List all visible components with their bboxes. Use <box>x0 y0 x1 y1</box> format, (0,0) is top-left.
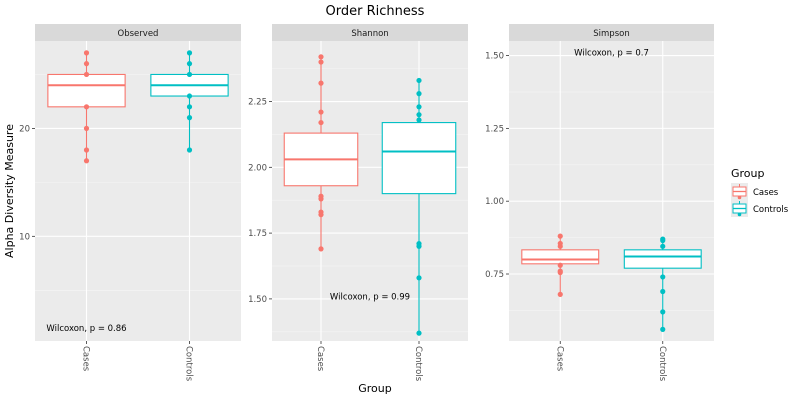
box <box>381 122 457 195</box>
data-point <box>318 196 324 202</box>
facet-panels: Observed 10 20 Cases Controls Wilcoxon, p = 0… <box>19 24 714 382</box>
facet-strip-label: Shannon <box>351 29 388 39</box>
data-point <box>660 274 666 280</box>
data-point <box>318 119 324 126</box>
data-point <box>83 50 90 56</box>
data-point <box>416 243 422 249</box>
x-tick-label: Controls <box>184 346 194 382</box>
facet-strip-label: Simpson <box>593 29 629 39</box>
y-tick-label: 2.00 <box>248 163 267 173</box>
data-point <box>416 112 422 118</box>
data-point <box>186 93 193 99</box>
data-point <box>557 269 563 276</box>
y-tick-label: 1.00 <box>485 197 504 207</box>
data-point <box>186 50 193 56</box>
y-tick-label: 10 <box>19 232 30 242</box>
data-point <box>557 262 563 268</box>
wilcoxon-annotation: Wilcoxon, p = 0.7 <box>574 49 649 59</box>
x-tick-label: Controls <box>413 346 423 382</box>
box <box>47 73 126 108</box>
x-axis-label: Group <box>358 382 392 395</box>
facet-strip <box>509 24 714 41</box>
panel-observed: Observed 10 20 Cases Controls Wilcoxon, p = 0… <box>19 24 241 382</box>
boxplot-cases <box>283 54 359 252</box>
data-point <box>660 237 666 244</box>
data-point <box>660 243 666 249</box>
wilcoxon-annotation: Wilcoxon, p = 0.86 <box>46 324 126 334</box>
data-point <box>186 61 193 67</box>
legend: Group Cases Controls <box>731 167 789 217</box>
y-tick-label: 1.25 <box>485 124 504 134</box>
data-point <box>186 104 193 110</box>
legend-key-point <box>737 195 742 200</box>
x-tick-label: Controls <box>657 346 667 382</box>
data-point <box>83 104 90 110</box>
data-point <box>186 147 193 153</box>
y-axis-label: Alpha Diversity Measure <box>3 124 16 258</box>
data-point <box>318 59 324 65</box>
y-tick-label: 1.75 <box>248 229 267 239</box>
boxplot-cases <box>47 50 126 164</box>
y-tick-label: 1.50 <box>248 295 267 305</box>
data-point <box>186 71 193 78</box>
box <box>623 249 702 269</box>
data-point <box>83 61 90 67</box>
legend-label: Controls <box>753 205 789 215</box>
data-point <box>416 104 422 110</box>
y-tick-label: 1.50 <box>485 52 504 62</box>
box <box>521 249 600 265</box>
y-tick-label: 20 <box>19 124 30 134</box>
data-point <box>318 54 324 60</box>
data-point <box>557 243 563 249</box>
data-point <box>83 71 90 78</box>
data-point <box>83 158 90 164</box>
x-tick-label: Cases <box>554 346 564 372</box>
legend-title: Group <box>731 167 765 180</box>
panel-shannon: Shannon 1.50 1.75 2.00 2.25 Cases Controls Wilc… <box>248 24 468 382</box>
data-point <box>660 326 666 332</box>
data-point <box>416 117 422 123</box>
wilcoxon-annotation: Wilcoxon, p = 0.99 <box>330 292 410 302</box>
data-point <box>416 77 422 84</box>
panel-simpson: Simpson 0.75 1.00 1.25 1.50 Cases Controls Wilc… <box>485 24 714 382</box>
data-point <box>660 288 666 295</box>
data-point <box>557 291 563 297</box>
x-tick-label: Cases <box>315 346 325 372</box>
data-point <box>416 91 422 97</box>
facet-strip-label: Observed <box>118 29 159 39</box>
facet-strip <box>35 24 241 41</box>
facet-strip <box>272 24 468 41</box>
boxplot-cases <box>521 233 600 297</box>
legend-item-cases: Cases <box>731 183 779 200</box>
legend-item-controls: Controls <box>731 200 789 217</box>
data-point <box>318 80 324 86</box>
data-point <box>416 275 422 281</box>
data-point <box>318 212 324 218</box>
data-point <box>83 125 90 132</box>
boxplot-controls <box>150 50 229 153</box>
data-point <box>557 233 563 239</box>
data-point <box>186 115 193 121</box>
data-point <box>83 147 90 153</box>
legend-label: Cases <box>753 188 779 198</box>
panel-background <box>509 41 714 341</box>
data-point <box>416 330 422 336</box>
boxplot-controls <box>381 77 457 336</box>
y-tick-label: 2.25 <box>248 98 267 108</box>
legend-key-point <box>737 212 742 217</box>
data-point <box>660 309 666 315</box>
boxplot-controls <box>623 236 702 332</box>
y-tick-label: 0.75 <box>485 270 504 280</box>
data-point <box>318 246 324 252</box>
chart-title: Order Richness <box>326 4 425 19</box>
data-point <box>318 109 324 115</box>
x-tick-label: Cases <box>81 346 91 372</box>
